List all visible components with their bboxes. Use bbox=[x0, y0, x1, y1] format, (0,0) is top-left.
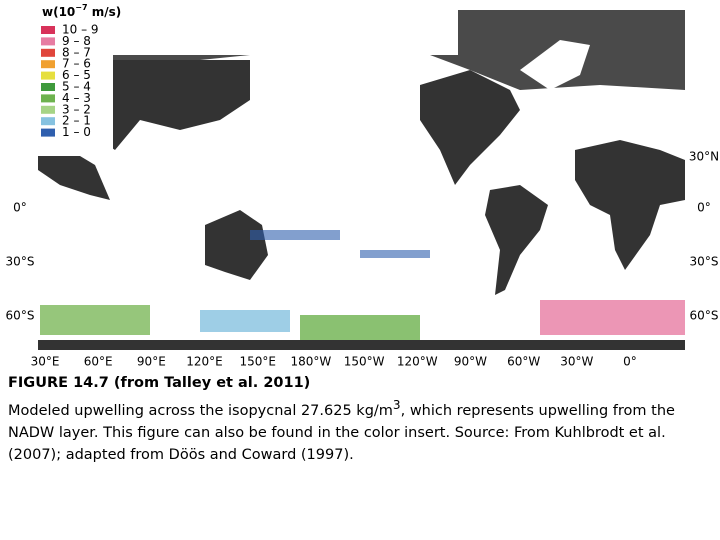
legend-swatch bbox=[41, 60, 55, 69]
upwelling-patch bbox=[40, 305, 150, 335]
legend-swatch bbox=[41, 105, 55, 114]
land bbox=[205, 210, 268, 280]
legend-swatch bbox=[41, 128, 55, 137]
land bbox=[420, 70, 520, 185]
legend-title-part: w(10 bbox=[42, 5, 75, 19]
figure: w(10−7 m/s) 10 – 99 – 88 – 77 – 66 – 55 … bbox=[5, 2, 720, 369]
latitude-label: 60°S bbox=[690, 309, 719, 323]
legend-swatch bbox=[41, 48, 55, 57]
legend-label: 5 – 4 bbox=[62, 80, 91, 94]
latitude-label: 30°N bbox=[689, 150, 719, 164]
upwelling-patch bbox=[200, 310, 290, 332]
longitude-label: 30°W bbox=[560, 355, 593, 369]
caption-superscript: 3 bbox=[392, 398, 401, 412]
upwelling-patch bbox=[250, 230, 340, 240]
land bbox=[38, 150, 110, 200]
legend-title-exponent: −7 bbox=[75, 3, 87, 12]
legend-label: 10 – 9 bbox=[62, 23, 99, 37]
legend-swatch bbox=[41, 83, 55, 91]
legend-swatch bbox=[41, 117, 55, 126]
latitude-label: 60°S bbox=[6, 309, 35, 323]
legend-title: w(10−7 m/s) bbox=[42, 3, 121, 19]
caption-title: FIGURE 14.7 (from Talley et al. 2011) bbox=[8, 375, 311, 391]
latitude-label: 30°S bbox=[690, 255, 719, 269]
longitude-label: 150°W bbox=[344, 355, 385, 369]
land bbox=[485, 185, 548, 295]
legend-label: 6 – 5 bbox=[62, 68, 91, 82]
caption-text: , which represents upwelling from the NA… bbox=[8, 402, 675, 463]
latitude-label: 0° bbox=[697, 201, 711, 215]
caption: FIGURE 14.7 (from Talley et al. 2011) Mod… bbox=[8, 372, 698, 466]
legend-label: 7 – 6 bbox=[62, 57, 91, 71]
legend-label: 8 – 7 bbox=[62, 45, 91, 59]
longitude-label: 90°W bbox=[454, 355, 487, 369]
legend-swatch bbox=[41, 94, 55, 103]
longitude-label: 120°E bbox=[186, 355, 223, 369]
upwelling-patch bbox=[540, 300, 685, 335]
latitude-label: 30°S bbox=[6, 255, 35, 269]
longitude-label: 90°E bbox=[137, 355, 166, 369]
longitude-label: 60°E bbox=[84, 355, 113, 369]
longitude-label: 0° bbox=[623, 355, 637, 369]
longitude-label: 60°W bbox=[507, 355, 540, 369]
longitude-label: 150°E bbox=[239, 355, 276, 369]
caption-text: Modeled upwelling across the isopycnal 2… bbox=[8, 402, 393, 419]
legend-label: 1 – 0 bbox=[62, 125, 91, 139]
legend-swatch bbox=[41, 26, 55, 34]
legend-swatch bbox=[41, 71, 55, 80]
antarctica bbox=[38, 340, 685, 350]
legend-label: 9 – 8 bbox=[62, 34, 91, 48]
legend-label: 2 – 1 bbox=[62, 114, 91, 128]
legend-label: 4 – 3 bbox=[62, 91, 91, 105]
land bbox=[575, 140, 685, 270]
legend-swatch bbox=[41, 37, 55, 46]
latitude-label: 0° bbox=[13, 201, 27, 215]
upwelling-patch bbox=[360, 250, 430, 258]
upwelling-patch bbox=[300, 315, 420, 340]
longitude-label: 120°W bbox=[397, 355, 438, 369]
legend-title-part: m/s) bbox=[88, 5, 122, 19]
legend-label: 3 – 2 bbox=[62, 102, 91, 116]
greenland bbox=[520, 40, 590, 90]
longitude-label: 180°W bbox=[291, 355, 332, 369]
longitude-label: 30°E bbox=[31, 355, 60, 369]
